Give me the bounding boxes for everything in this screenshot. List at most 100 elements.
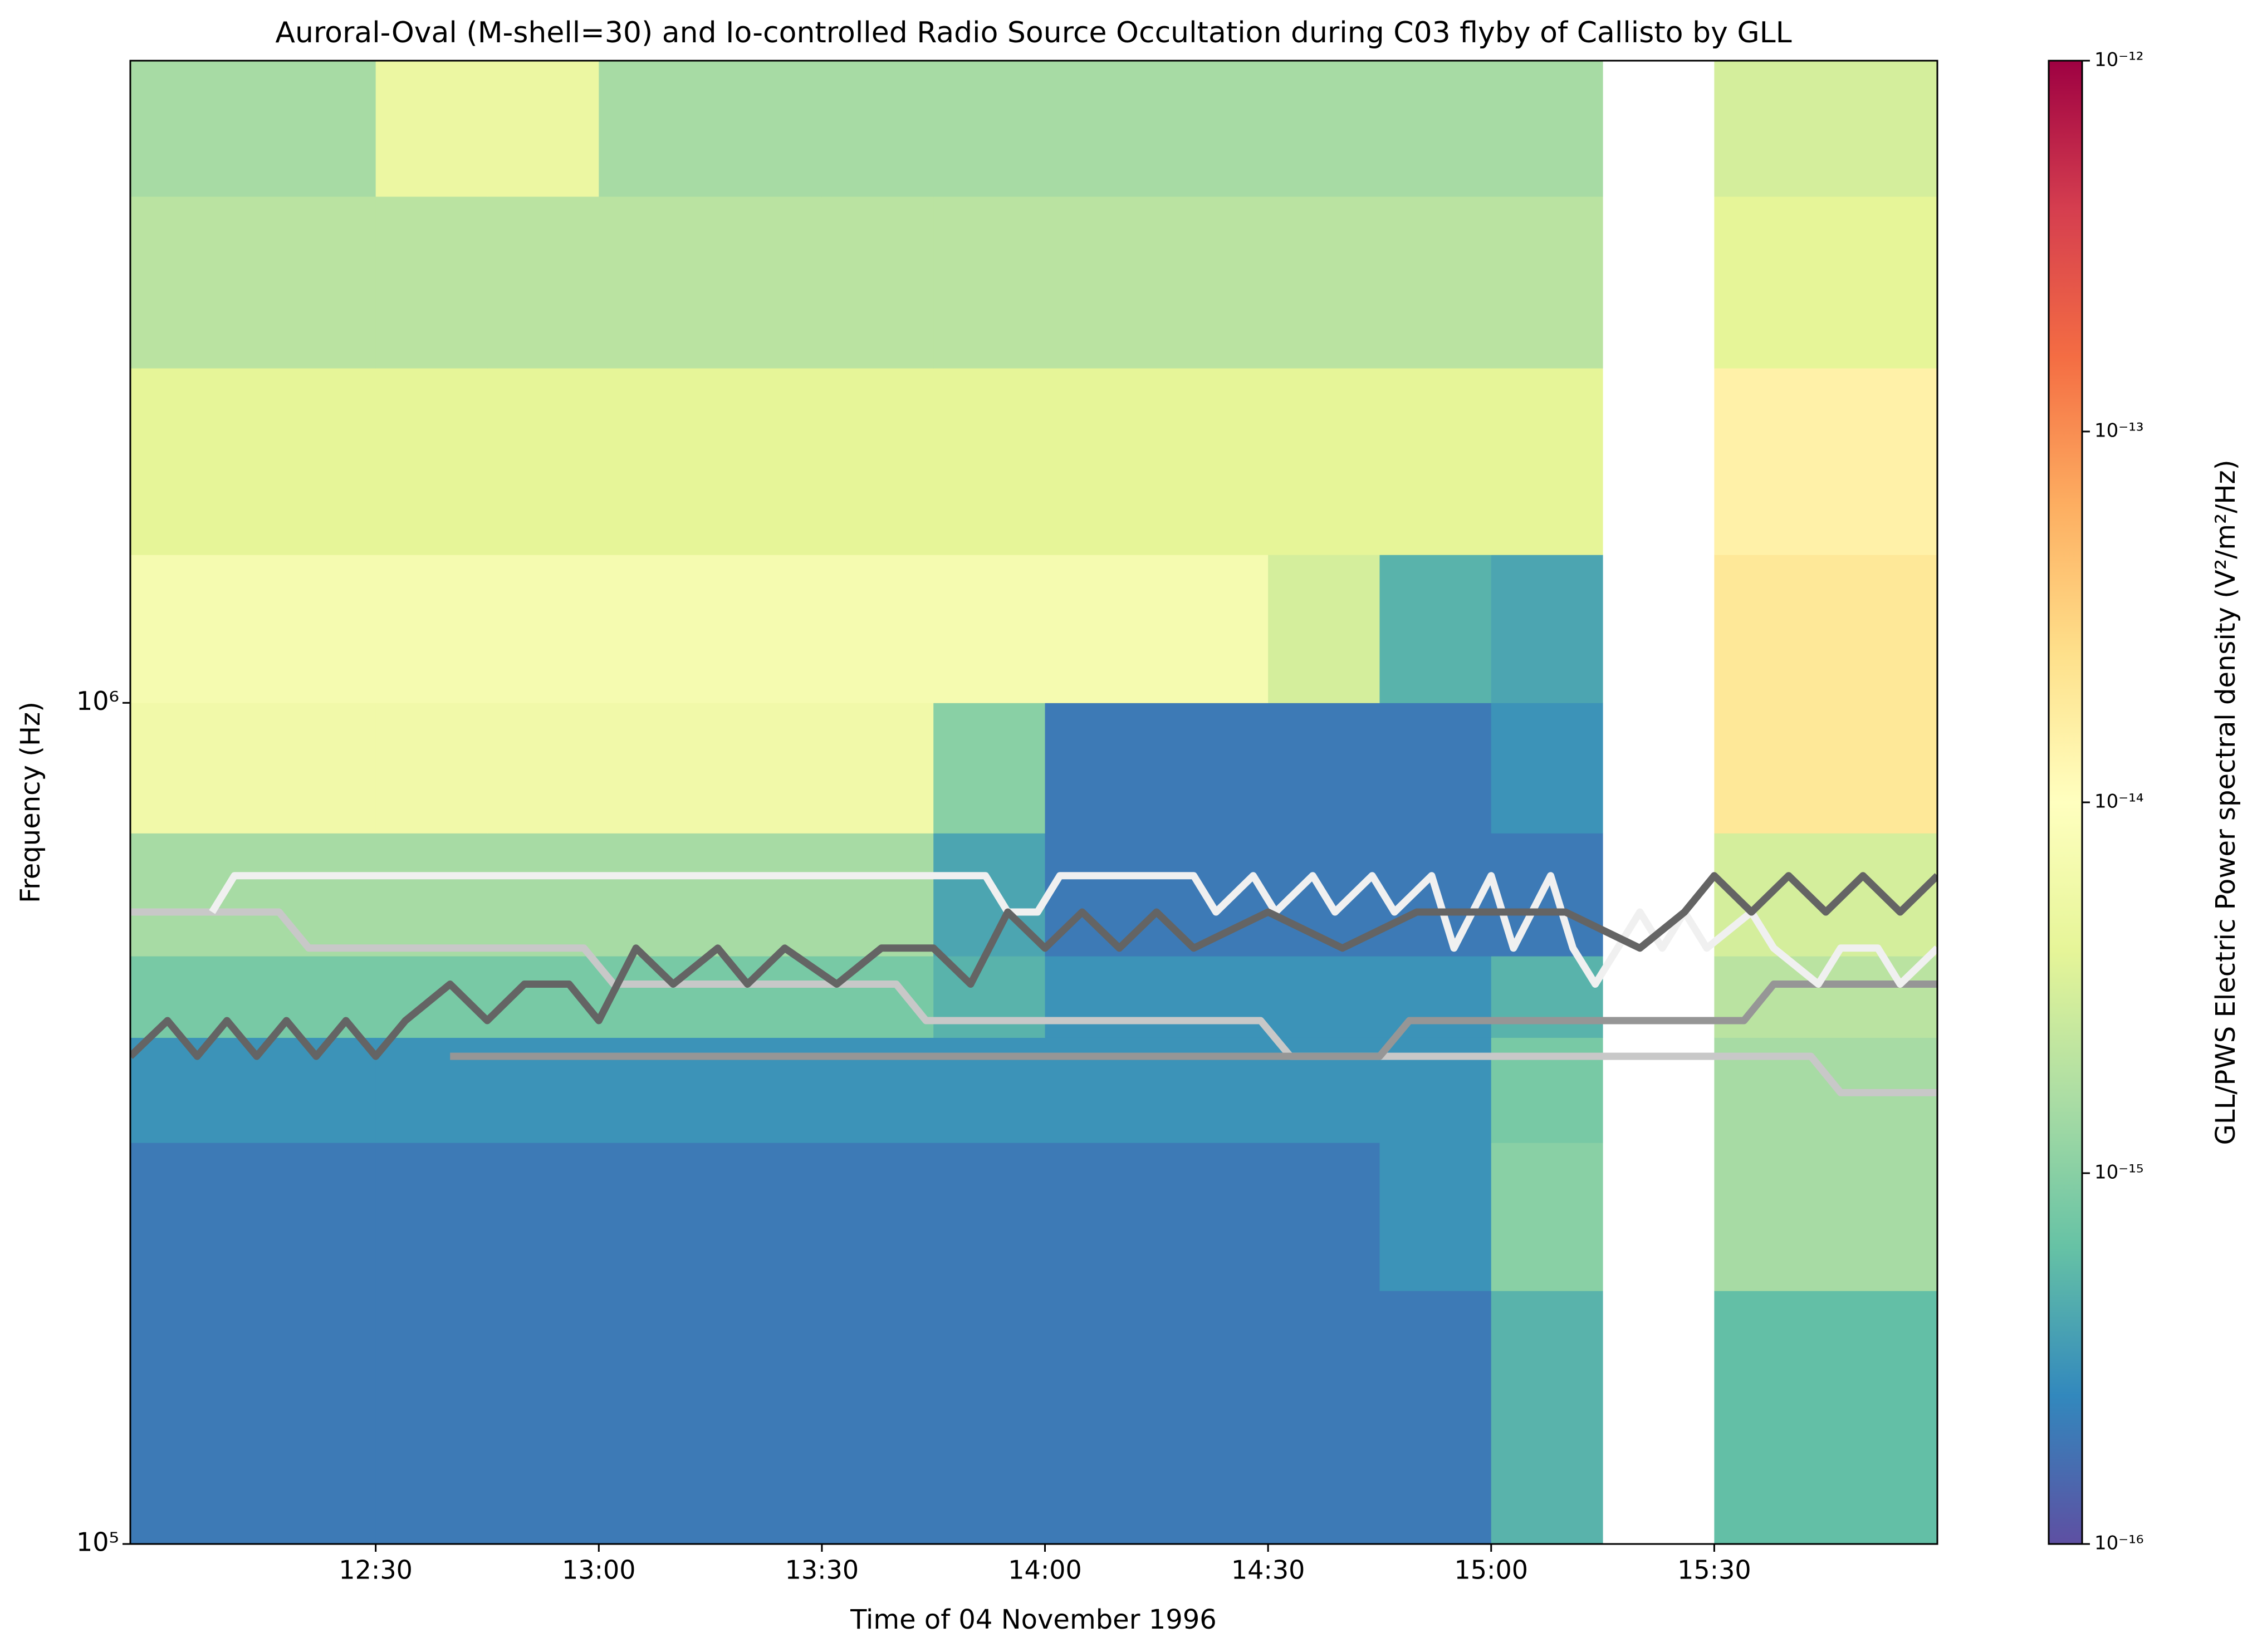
spectrogram-cell — [933, 368, 1046, 555]
spectrogram-cell — [375, 196, 488, 369]
occultation-line — [130, 872, 1937, 1060]
spectrogram-cell — [1156, 956, 1269, 1038]
spectrogram-cell — [599, 61, 711, 197]
x-tick-label: 15:00 — [1454, 1555, 1528, 1585]
spectrogram-cell — [1491, 555, 1603, 703]
spectrogram-cell — [1156, 703, 1269, 834]
spectrogram-cell — [1045, 368, 1157, 555]
spectrogram-cell — [264, 833, 376, 957]
spectrogram-cell — [1379, 196, 1492, 369]
spectrogram-cell — [1045, 555, 1157, 703]
x-tick-label: 14:00 — [1008, 1555, 1082, 1585]
spectrogram-cell — [264, 1291, 376, 1544]
spectrogram-cell — [1379, 1291, 1492, 1544]
y-tick-label: 10⁶ — [76, 686, 119, 716]
spectrogram-cell — [264, 555, 376, 703]
spectrogram-cell — [1268, 368, 1380, 555]
spectrogram-cell — [1379, 703, 1492, 834]
spectrogram-cell — [264, 196, 376, 369]
spectrogram-cell — [599, 833, 711, 957]
colorbar-tick-label: 10⁻¹³ — [2094, 420, 2143, 442]
occultation-line — [450, 981, 1937, 1060]
spectrogram-cell — [710, 61, 822, 197]
spectrogram-cell — [1491, 703, 1603, 834]
x-tick-label: 13:00 — [562, 1555, 636, 1585]
spectrogram-cell — [375, 833, 488, 957]
spectrogram-cell — [1045, 956, 1157, 1038]
spectrogram-cell — [821, 833, 934, 957]
spectrogram-cell — [1714, 196, 1937, 369]
spectrogram-cell — [933, 703, 1046, 834]
spectrogram-cell — [1379, 555, 1492, 703]
spectrogram-cell — [1268, 555, 1380, 703]
spectrogram-cell — [1714, 833, 1937, 957]
spectrogram-cell — [1045, 196, 1157, 369]
spectrogram-cell — [1491, 1143, 1603, 1291]
spectrogram — [130, 61, 1937, 1544]
spectrogram-cell — [375, 1143, 488, 1291]
spectrogram-cell — [1714, 368, 1937, 555]
spectrogram-cell — [710, 1143, 822, 1291]
spectrogram-cell — [599, 1143, 711, 1291]
spectrogram-cell — [710, 703, 822, 834]
spectrogram-cell — [487, 196, 599, 369]
spectrogram-cell — [710, 833, 822, 957]
spectrogram-cell — [599, 1291, 711, 1544]
spectrogram-cell — [821, 368, 934, 555]
colorbar-tick-label: 10⁻¹⁴ — [2094, 791, 2143, 813]
spectrogram-cell — [487, 368, 599, 555]
spectrogram-cell — [599, 368, 711, 555]
spectrogram-cell — [487, 61, 599, 197]
colorbar-label: GLL/PWS Electric Power spectral density … — [2210, 460, 2241, 1145]
spectrogram-cell — [130, 703, 265, 834]
x-tick-label: 12:30 — [339, 1555, 413, 1585]
spectrogram-cell — [1045, 1291, 1157, 1544]
spectrogram-cell — [264, 1143, 376, 1291]
spectrogram-cell — [933, 61, 1046, 197]
occultation-lines — [130, 872, 1937, 1096]
spectrogram-cell — [1268, 61, 1380, 197]
spectrogram-cell — [821, 956, 934, 1038]
spectrogram-cell — [487, 1291, 599, 1544]
spectrogram-cell — [1156, 1291, 1269, 1544]
spectrogram-cell — [710, 196, 822, 369]
spectrogram-cell — [933, 1291, 1046, 1544]
spectrogram-cell — [1156, 1143, 1269, 1291]
spectrogram-cell — [375, 555, 488, 703]
spectrogram-cell — [1268, 703, 1380, 834]
spectrogram-cell — [933, 555, 1046, 703]
spectrogram-cell — [1268, 956, 1380, 1038]
spectrogram-cell — [1268, 1291, 1380, 1544]
spectrogram-cell — [130, 61, 265, 197]
spectrogram-cell — [264, 61, 376, 197]
spectrogram-cell — [487, 833, 599, 957]
colorbar-tick-label: 10⁻¹⁶ — [2094, 1532, 2143, 1555]
spectrogram-cell — [1379, 368, 1492, 555]
colorbar-tick-label: 10⁻¹² — [2094, 49, 2143, 71]
spectrogram-cell — [1714, 61, 1937, 197]
spectrogram-cell — [130, 368, 265, 555]
spectrogram-cell — [1045, 61, 1157, 197]
plot-frame — [129, 60, 1938, 1545]
spectrogram-cell — [487, 703, 599, 834]
spectrogram-cell — [821, 1291, 934, 1544]
spectrogram-cell — [130, 833, 265, 957]
spectrogram-cell — [1156, 196, 1269, 369]
spectrogram-cell — [599, 555, 711, 703]
spectrogram-cell — [821, 555, 934, 703]
spectrogram-cell — [375, 703, 488, 834]
spectrogram-cell — [375, 368, 488, 555]
spectrogram-cell — [1156, 61, 1269, 197]
spectrogram-cell — [1045, 833, 1157, 957]
spectrogram-cell — [1156, 368, 1269, 555]
spectrogram-cell — [1379, 61, 1492, 197]
spectrogram-cell — [821, 61, 934, 197]
spectrogram-cell — [375, 1291, 488, 1544]
spectrogram-cell — [1491, 1291, 1603, 1544]
x-tick-label: 13:30 — [785, 1555, 859, 1585]
spectrogram-cell — [1379, 956, 1492, 1038]
spectrogram-cell — [130, 1143, 265, 1291]
occultation-line — [130, 908, 1937, 1096]
spectrogram-cell — [1045, 703, 1157, 834]
